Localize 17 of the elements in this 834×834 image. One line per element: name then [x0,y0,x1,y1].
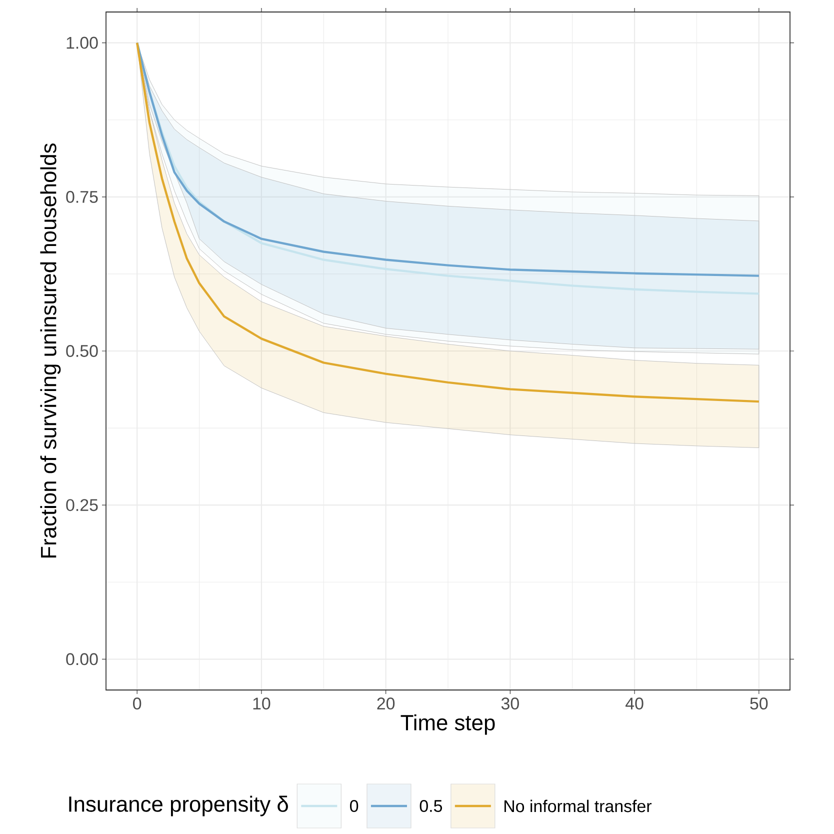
x-tick-label: 20 [377,698,395,710]
x-tick-label: 30 [501,698,519,710]
legend-label: 0.5 [420,800,442,812]
x-tick-label: 0 [133,698,142,710]
y-tick-label: 0.75 [66,190,98,203]
y-tick-label: 1.00 [66,36,98,49]
x-axis-title: Time step [400,714,495,735]
y-tick-label: 0.00 [66,653,98,666]
legend-label: No informal transfer [504,800,652,812]
x-tick-label: 10 [253,698,270,710]
y-axis-title: Fraction of surviving uninsured households [40,144,61,558]
y-tick-label: 0.50 [66,345,98,357]
legend-label: 0 [350,800,358,812]
x-tick-label: 40 [626,698,644,710]
y-tick-label: 0.25 [66,499,98,512]
legend-title: Insurance propensity δ [69,796,288,816]
x-tick-label: 50 [750,698,768,710]
